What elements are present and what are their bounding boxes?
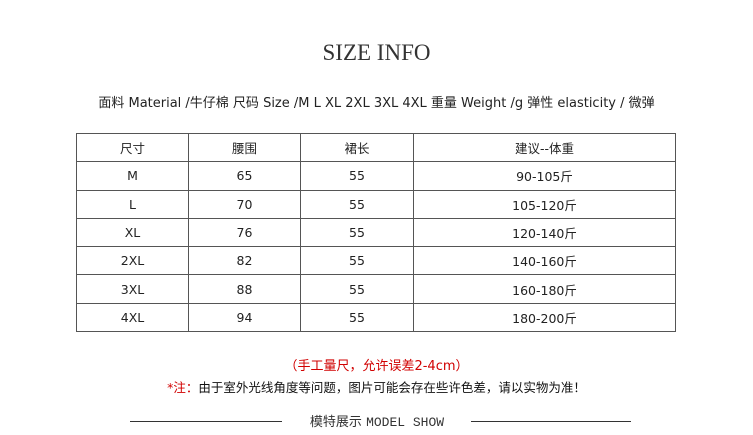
table-cell: 65 [188, 161, 301, 191]
divider-right [471, 421, 631, 422]
color-note: *注：由于室外光线角度等问题，图片可能会存在些许色差，请以实物为准！ [0, 377, 753, 396]
table-cell: 55 [300, 217, 414, 248]
table-cell: M [76, 161, 189, 191]
note-prefix: *注： [167, 380, 199, 395]
table-row: M 65 55 90-105斤 [76, 161, 676, 191]
table-cell: 82 [188, 246, 301, 276]
table-cell: 2XL [76, 246, 189, 276]
table-cell: XL [76, 217, 189, 248]
table-cell: 94 [188, 302, 301, 333]
size-table: 尺寸 腰围 裙长 建议--体重 M 65 55 90-105斤 L 70 55 105-120… [76, 132, 676, 333]
table-cell: 180-200斤 [413, 302, 676, 333]
section-heading: 模特展示 MODEL SHOW [298, 411, 456, 430]
table-row: 4XL 94 55 180-200斤 [76, 302, 676, 333]
table-cell: 55 [300, 274, 414, 304]
table-cell: 55 [300, 189, 414, 219]
material-info: 面料 Material /牛仔棉 尺码 Size /M L XL 2XL 3XL… [98, 96, 655, 111]
table-cell: 76 [188, 217, 301, 248]
table-cell: 88 [188, 274, 301, 304]
table-cell: 4XL [76, 302, 189, 333]
table-cell: 120-140斤 [413, 217, 676, 248]
table-row: 2XL 82 55 140-160斤 [76, 246, 676, 276]
section-heading-cn: 模特展示 [309, 415, 362, 430]
table-row: 3XL 88 55 160-180斤 [76, 274, 676, 304]
table-row: XL 76 55 120-140斤 [76, 217, 676, 248]
header-waist: 腰围 [188, 132, 301, 163]
table-cell: 3XL [76, 274, 189, 304]
table-cell: 160-180斤 [413, 274, 676, 304]
table-row: L 70 55 105-120斤 [76, 189, 676, 219]
table-cell: 70 [188, 189, 301, 219]
table-header-row: 尺寸 腰围 裙长 建议--体重 [76, 132, 676, 163]
header-weight: 建议--体重 [413, 132, 676, 163]
table-cell: 90-105斤 [413, 161, 676, 191]
header-size: 尺寸 [76, 132, 189, 163]
table-cell: 55 [300, 161, 414, 191]
table-cell: 105-120斤 [413, 189, 676, 219]
section-heading-en: MODEL SHOW [366, 415, 445, 430]
page-title: SIZE INFO [322, 40, 431, 65]
table-cell: 55 [300, 302, 414, 333]
note-text: 由于室外光线角度等问题，图片可能会存在些许色差，请以实物为准！ [198, 380, 586, 395]
header-length: 裙长 [300, 132, 414, 163]
table-cell: L [76, 189, 189, 219]
table-cell: 55 [300, 246, 414, 276]
divider-left [130, 421, 282, 422]
measurement-note: （手工量尺，允许误差2-4cm） [284, 359, 469, 374]
table-cell: 140-160斤 [413, 246, 676, 276]
